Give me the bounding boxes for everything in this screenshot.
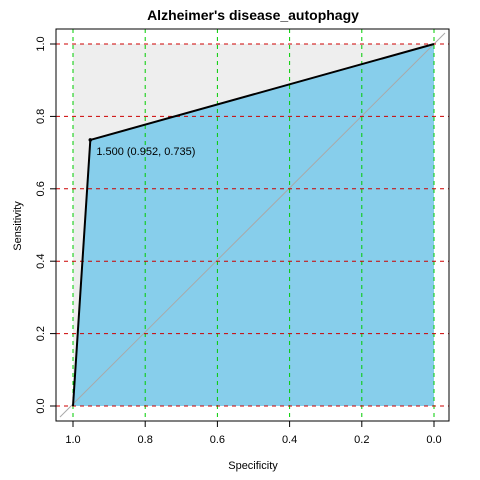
plot-area: 1.500 (0.952, 0.735) 1.0 0.8 0.6 0.4 0.2 0.0 0.…: [35, 28, 450, 446]
y-axis-label: Sensitivity: [12, 201, 24, 251]
y-tick-label-2: 0.4: [35, 254, 47, 269]
x-tick-label-3: 0.4: [282, 434, 297, 446]
x-tick-label-0: 1.0: [65, 434, 80, 446]
x-tick-label-2: 0.6: [210, 434, 225, 446]
threshold-annotation: 1.500 (0.952, 0.735): [96, 146, 195, 158]
x-tick-label-5: 0.0: [426, 434, 441, 446]
y-tick-label-3: 0.6: [35, 181, 47, 196]
y-tick-label-4: 0.8: [35, 109, 47, 124]
y-tick-label-5: 1.0: [35, 36, 47, 51]
x-tick-label-1: 0.8: [138, 434, 153, 446]
y-tick-label-0: 0.0: [35, 398, 47, 413]
chance-diagonal: [59, 32, 446, 418]
unshaded-region: [73, 44, 434, 406]
threshold-point: [88, 138, 93, 142]
y-tick-label-1: 0.2: [35, 326, 47, 341]
plot-frame: [55, 28, 450, 422]
x-axis-label: Specificity: [228, 460, 278, 472]
x-tick-label-4: 0.2: [354, 434, 369, 446]
chart-title: Alzheimer's disease_autophagy: [147, 7, 359, 23]
